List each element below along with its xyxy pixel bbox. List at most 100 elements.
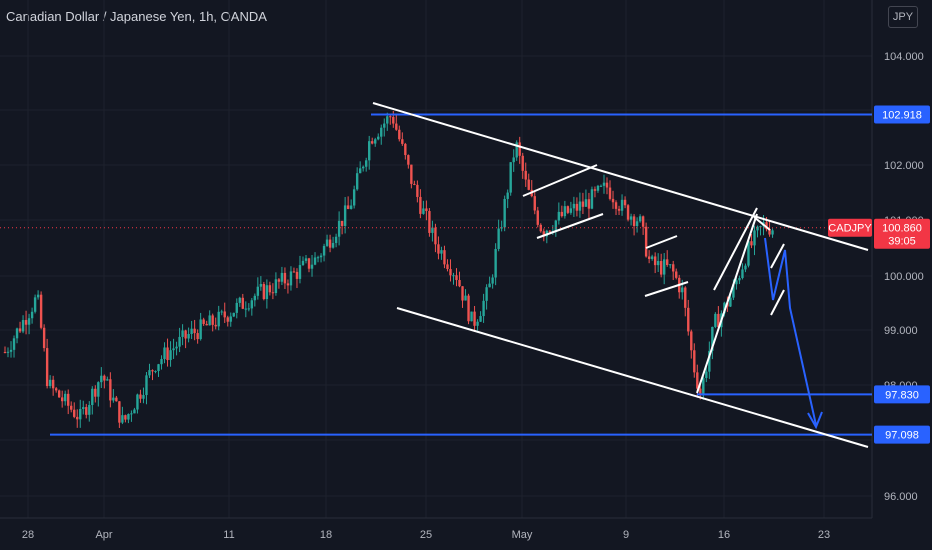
trend-line[interactable]	[536, 213, 604, 239]
candle-down	[139, 394, 142, 399]
candle-up	[190, 328, 193, 335]
candle-up	[163, 347, 166, 360]
candle-down	[473, 311, 476, 326]
candle-up	[515, 142, 518, 158]
candle-up	[771, 230, 774, 235]
level-price-tag	[874, 105, 930, 124]
candle-up	[638, 216, 642, 222]
level-price-label: 97.830	[885, 389, 919, 401]
candle-up	[470, 311, 473, 322]
candle-down	[521, 155, 524, 171]
candle-up	[244, 308, 247, 310]
candle-up	[9, 349, 13, 352]
candle-down	[398, 129, 401, 140]
candle-down	[608, 187, 612, 199]
candle-down	[371, 141, 374, 144]
candle-up	[30, 311, 34, 319]
candle-down	[413, 183, 416, 185]
candle-up	[256, 286, 260, 296]
candle-down	[223, 311, 226, 318]
candle-up	[274, 279, 278, 293]
candle-down	[717, 313, 720, 328]
candle-down	[542, 231, 545, 237]
candle-up	[741, 269, 744, 279]
candle-down	[3, 352, 7, 353]
y-tick-label: 102.000	[884, 160, 924, 172]
candle-up	[250, 300, 254, 309]
trend-line[interactable]	[696, 213, 758, 394]
candle-up	[298, 265, 302, 279]
candle-up	[440, 250, 443, 254]
candle-down	[283, 272, 287, 284]
candle-down	[271, 292, 275, 294]
candle-down	[54, 388, 58, 391]
candle-up	[91, 388, 94, 406]
projection-path[interactable]	[764, 237, 817, 426]
projection-arrowhead	[807, 411, 823, 430]
candle-up	[48, 379, 52, 387]
candle-down	[455, 275, 458, 281]
candle-up	[738, 278, 741, 281]
candle-up	[334, 236, 338, 243]
candle-up	[304, 258, 308, 261]
candle-down	[684, 287, 687, 308]
candle-up	[482, 300, 485, 317]
candle-up	[590, 189, 594, 209]
candle-down	[346, 205, 350, 209]
candle-down	[57, 390, 61, 398]
candle-down	[410, 164, 413, 184]
candle-up	[705, 371, 708, 379]
trend-line[interactable]	[522, 164, 598, 197]
trend-line[interactable]	[753, 216, 771, 231]
candle-down	[151, 370, 154, 372]
candle-up	[337, 220, 341, 237]
x-tick-label: 18	[320, 529, 332, 541]
y-tick-label: 96.000	[884, 491, 918, 503]
candle-down	[268, 285, 272, 293]
candle-down	[560, 211, 564, 217]
candle-down	[42, 327, 46, 349]
candle-down	[205, 323, 208, 326]
x-tick-label: 25	[420, 529, 432, 541]
candle-up	[289, 271, 293, 286]
level-price-tag	[874, 425, 930, 444]
candle-down	[67, 393, 70, 406]
candle-down	[632, 216, 636, 227]
candle-up	[563, 206, 567, 217]
candle-down	[461, 286, 464, 301]
candle-up	[21, 320, 25, 332]
trend-line[interactable]	[372, 102, 869, 251]
candle-up	[27, 318, 31, 325]
candle-up	[310, 264, 314, 269]
currency-button[interactable]: JPY	[888, 6, 918, 28]
candle-up	[368, 141, 371, 161]
x-tick-label: 9	[623, 529, 629, 541]
candle-up	[319, 255, 323, 258]
candle-down	[262, 284, 266, 300]
candle-up	[702, 378, 705, 396]
trend-line[interactable]	[770, 243, 785, 269]
candle-down	[518, 142, 521, 156]
candle-up	[343, 205, 347, 226]
level-price-label: 97.098	[885, 430, 919, 442]
trend-line[interactable]	[645, 235, 678, 249]
candle-up	[33, 297, 37, 312]
trend-line[interactable]	[644, 281, 689, 297]
candle-down	[653, 256, 657, 266]
candle-down	[675, 271, 678, 278]
trend-line[interactable]	[396, 307, 869, 448]
candle-down	[614, 202, 618, 209]
candle-down	[425, 208, 428, 212]
trend-line[interactable]	[713, 207, 758, 291]
candle-up	[506, 192, 509, 199]
candle-down	[690, 331, 693, 351]
candle-down	[696, 372, 699, 389]
candle-down	[587, 199, 591, 209]
candle-up	[112, 397, 115, 401]
candle-down	[407, 155, 410, 165]
candle-down	[24, 320, 28, 325]
candle-up	[620, 199, 624, 211]
trend-line[interactable]	[770, 289, 785, 316]
candle-down	[575, 203, 579, 211]
